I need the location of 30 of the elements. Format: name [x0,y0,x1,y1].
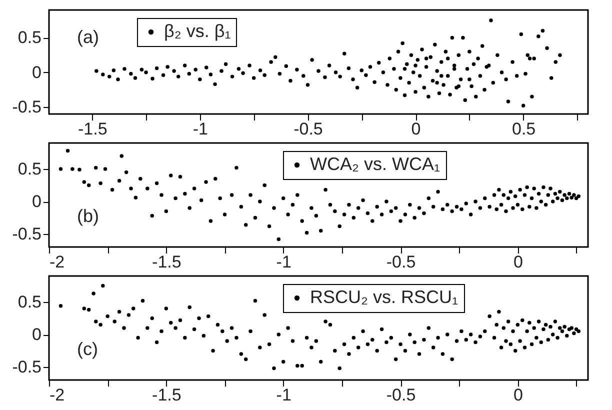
x-tick-label: -1.5 [152,386,182,404]
x-tick-label: -1.5 [152,252,182,272]
x-tick-label: -0.5 [294,120,323,138]
x-tick-label: 0 [411,120,421,138]
y-tick-label: 0.5 [18,28,42,48]
y-tick-label: 0.5 [18,160,42,178]
x-tick-label: -0.5 [386,386,416,404]
x-tick-label: 0 [513,252,523,272]
x-tick-label: 0 [513,386,523,404]
y-tick-label: -0.5 [12,98,42,117]
x-tick-label: -1 [276,386,292,404]
x-tick-label: -0.5 [386,252,416,272]
x-tick-label: -2 [50,252,65,272]
annotation: (c) [77,339,98,359]
x-tick-label: -1 [276,252,292,272]
y-tick-label: 0.5 [18,292,42,312]
legend-label: RSCU₂ vs. RSCU₁ [310,287,458,307]
x-tick-label: -1.5 [78,120,108,138]
annotation: (b) [77,206,99,226]
legend-label: β₂ vs. β₁ [164,21,231,41]
x-tick-label: -2 [50,386,65,404]
x-tick-label: 0.5 [512,120,536,138]
y-tick-label: -0.5 [12,358,42,376]
annotation: (a) [77,27,99,47]
x-tick-label: -1 [192,120,208,138]
y-tick-label: 0 [32,62,42,82]
y-tick-label: 0 [32,192,42,211]
legend-label: WCA₂ vs. WCA₁ [310,154,440,174]
y-tick-label: -0.5 [12,224,42,244]
y-tick-label: 0 [32,325,42,344]
